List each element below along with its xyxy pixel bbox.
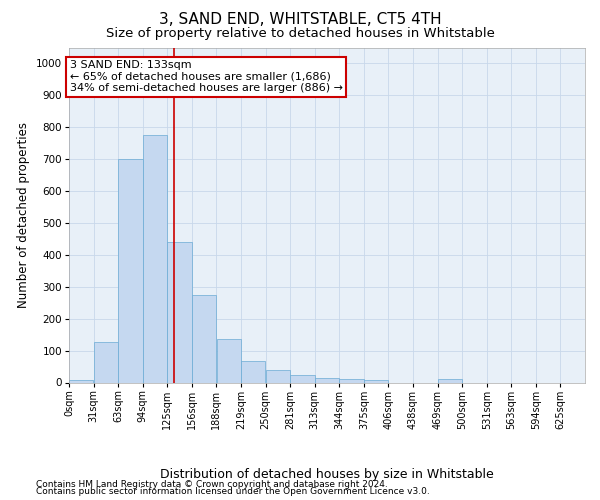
Bar [437,380,462,382]
Text: Contains HM Land Registry data © Crown copyright and database right 2024.: Contains HM Land Registry data © Crown c… [36,480,388,489]
X-axis label: Distribution of detached houses by size in Whitstable: Distribution of detached houses by size … [160,468,494,480]
Text: Contains public sector information licensed under the Open Government Licence v3: Contains public sector information licen… [36,487,430,496]
Bar [364,380,388,382]
Bar [266,370,290,382]
Text: Size of property relative to detached houses in Whitstable: Size of property relative to detached ho… [106,28,494,40]
Bar [315,378,339,382]
Bar [192,295,217,382]
Bar [290,374,314,382]
Bar [167,242,192,382]
Bar [94,342,118,382]
Bar [217,340,241,382]
Y-axis label: Number of detached properties: Number of detached properties [17,122,31,308]
Text: 3, SAND END, WHITSTABLE, CT5 4TH: 3, SAND END, WHITSTABLE, CT5 4TH [158,12,442,28]
Bar [143,135,167,382]
Text: 3 SAND END: 133sqm
← 65% of detached houses are smaller (1,686)
34% of semi-deta: 3 SAND END: 133sqm ← 65% of detached hou… [70,60,343,94]
Bar [118,159,143,382]
Bar [340,378,364,382]
Bar [241,361,265,382]
Bar [69,380,94,382]
